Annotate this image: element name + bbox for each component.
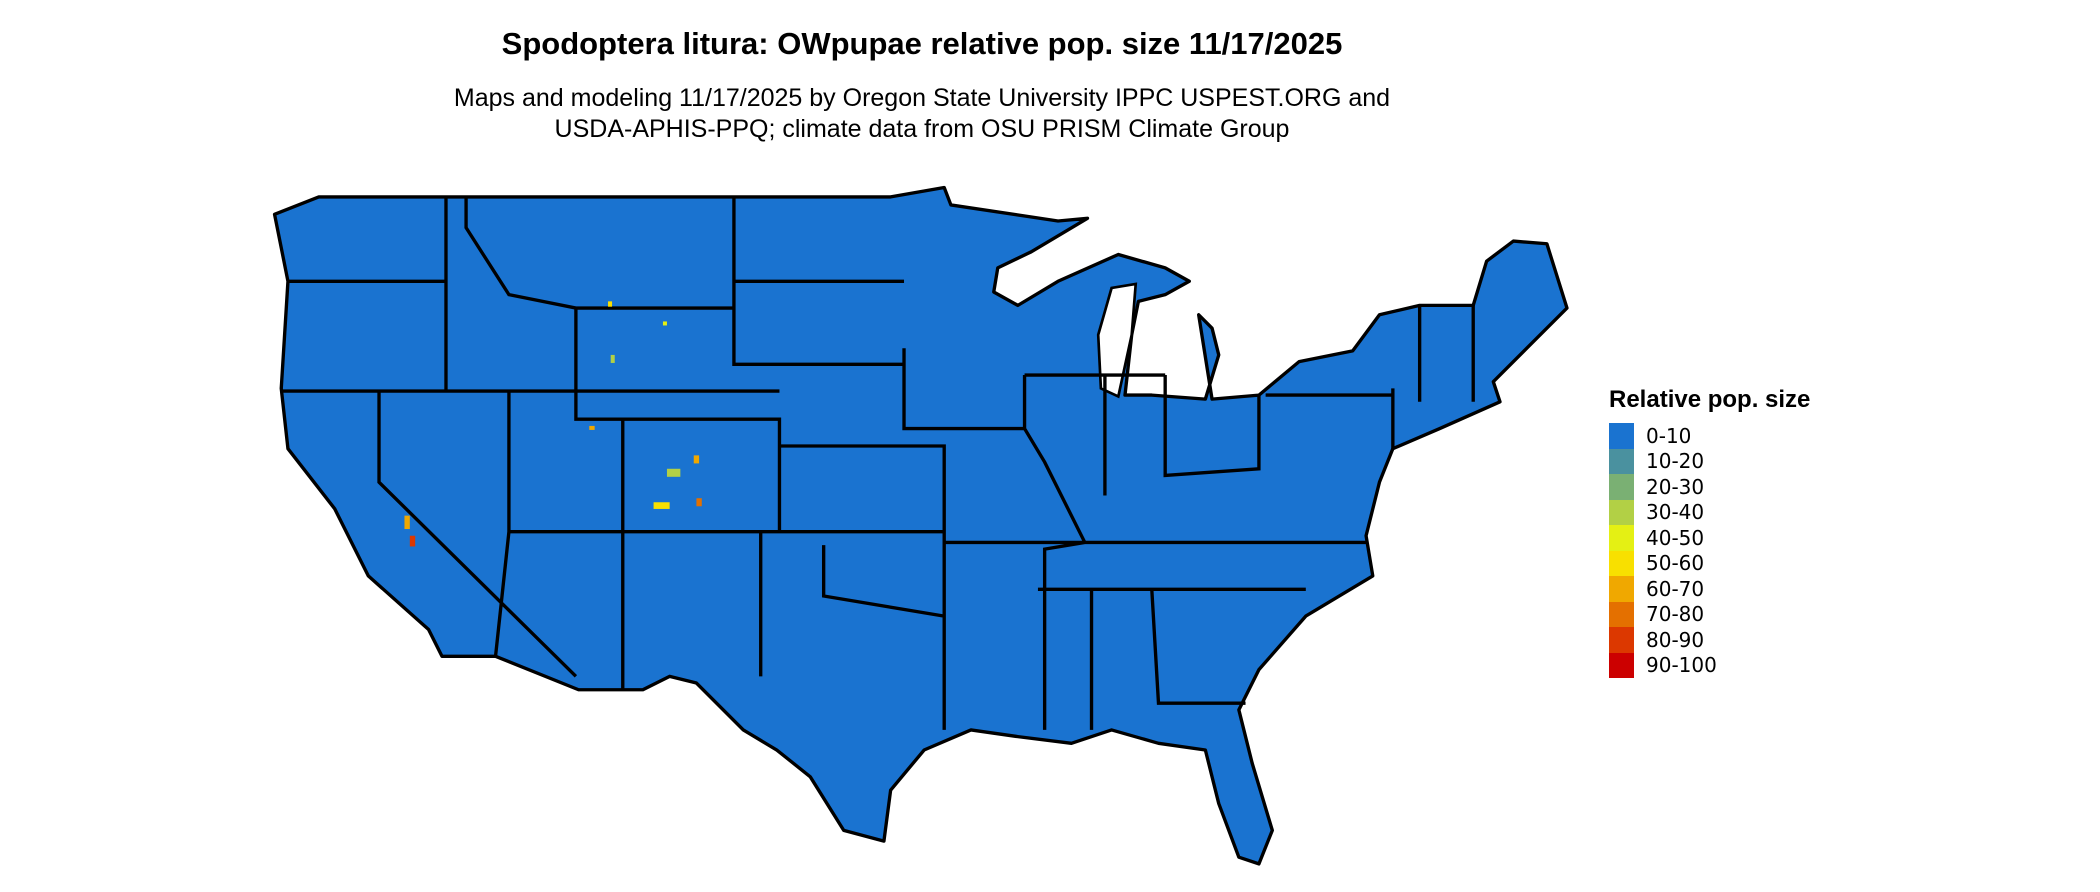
legend-label: 90-100 — [1646, 653, 1717, 678]
legend-swatch — [1609, 423, 1634, 449]
legend-swatch — [1609, 448, 1634, 474]
legend: Relative pop. size 0-10 10-20 20-30 30-40 40… — [1609, 386, 1810, 678]
legend-label: 80-90 — [1646, 627, 1705, 652]
us-outline — [272, 185, 1569, 866]
legend-item: 20-30 — [1609, 474, 1810, 500]
map-title: Spodoptera litura: OWpupae relative pop.… — [501, 26, 1343, 61]
legend-swatch — [1609, 499, 1634, 525]
legend-label: 40-50 — [1646, 525, 1705, 550]
legend-label: 50-60 — [1646, 551, 1705, 576]
legend-swatch — [1609, 525, 1634, 551]
legend-item: 40-50 — [1609, 525, 1810, 551]
legend-item: 30-40 — [1609, 499, 1810, 525]
legend-item: 60-70 — [1609, 576, 1810, 602]
legend-label: 20-30 — [1646, 474, 1705, 499]
legend-item: 70-80 — [1609, 601, 1810, 627]
legend-swatch — [1609, 550, 1634, 576]
legend-swatch — [1609, 652, 1634, 678]
hotspots — [404, 301, 702, 547]
lake-michigan — [1096, 282, 1138, 399]
subtitle-line-2: USDA-APHIS-PPQ; climate data from OSU PR… — [554, 115, 1290, 143]
legend-swatch — [1609, 474, 1634, 500]
state-borders — [281, 196, 1475, 730]
subtitle-line-1: Maps and modeling 11/17/2025 by Oregon S… — [453, 84, 1391, 112]
legend-swatch — [1609, 576, 1634, 602]
legend-label: 70-80 — [1646, 602, 1705, 627]
legend-item: 50-60 — [1609, 550, 1810, 576]
legend-swatch — [1609, 627, 1634, 653]
legend-label: 10-20 — [1646, 449, 1705, 474]
legend-item: 90-100 — [1609, 652, 1810, 678]
legend-label: 30-40 — [1646, 500, 1705, 525]
legend-title: Relative pop. size — [1609, 386, 1811, 413]
legend-swatch — [1609, 601, 1634, 627]
legend-label: 60-70 — [1646, 576, 1705, 601]
legend-item: 0-10 — [1609, 423, 1810, 449]
legend-label: 0-10 — [1646, 423, 1692, 448]
legend-item: 80-90 — [1609, 627, 1810, 653]
legend-item: 10-20 — [1609, 448, 1810, 474]
